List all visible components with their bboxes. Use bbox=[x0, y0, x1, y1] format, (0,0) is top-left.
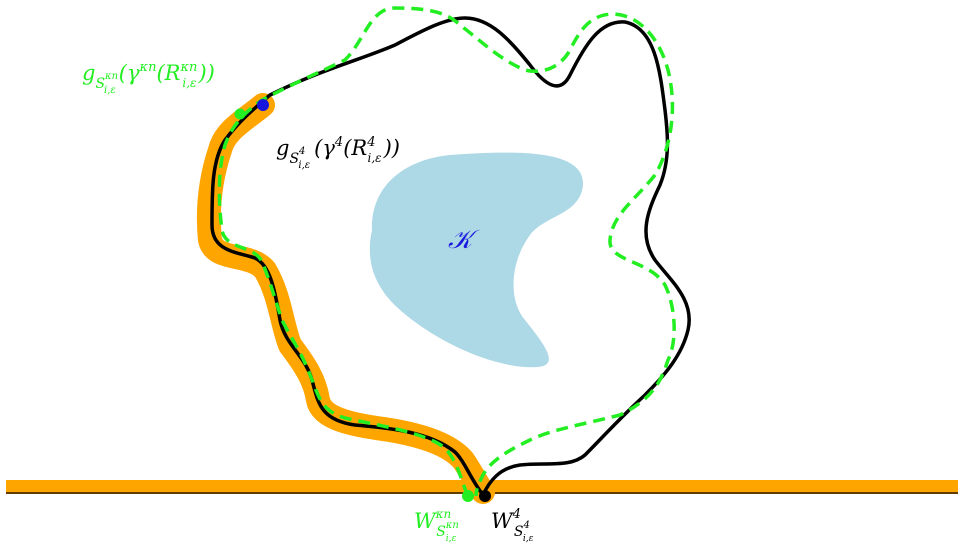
black-curve bbox=[210, 16, 691, 497]
green-top-label: gSκn i,ε(γκn(Rκn i,ε)) bbox=[82, 60, 215, 96]
black-bottom-label: W4 S4 i,ε bbox=[491, 507, 534, 544]
black-top-label: gS4 i,ε(γ4(R4 i,ε)) bbox=[276, 135, 400, 171]
green-bottom-label: Wκn Sκn i,ε bbox=[414, 507, 459, 544]
green-dashed-curve bbox=[217, 6, 676, 497]
green-bottom-point bbox=[462, 490, 474, 502]
blue-top-point bbox=[257, 99, 269, 111]
black-bottom-point bbox=[479, 490, 491, 502]
green-top-point bbox=[234, 108, 246, 120]
compact-set-blob bbox=[369, 152, 584, 368]
